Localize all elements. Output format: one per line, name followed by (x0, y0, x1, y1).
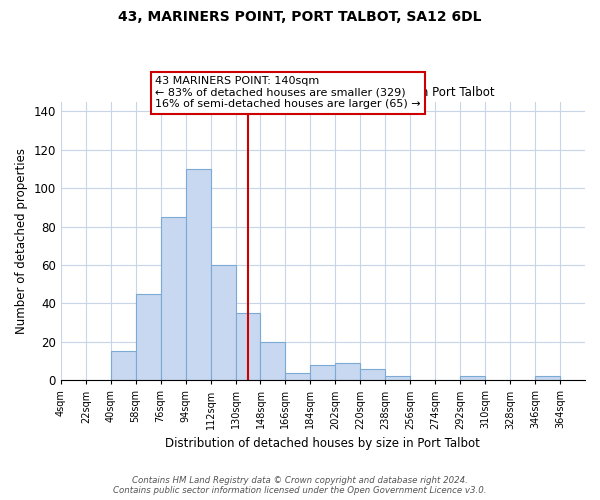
Bar (236, 313, 260, 380)
Title: Size of property relative to detached houses in Port Talbot: Size of property relative to detached ho… (151, 86, 495, 99)
Bar (361, 368, 385, 380)
Bar (260, 342, 286, 380)
Text: 43 MARINERS POINT: 140sqm
← 83% of detached houses are smaller (329)
16% of semi: 43 MARINERS POINT: 140sqm ← 83% of detac… (155, 76, 421, 110)
Bar (460, 376, 485, 380)
Bar (535, 376, 560, 380)
Y-axis label: Number of detached properties: Number of detached properties (15, 148, 28, 334)
Text: 43, MARINERS POINT, PORT TALBOT, SA12 6DL: 43, MARINERS POINT, PORT TALBOT, SA12 6D… (118, 10, 482, 24)
Bar (111, 352, 136, 380)
Bar (136, 294, 161, 380)
Text: Contains HM Land Registry data © Crown copyright and database right 2024.
Contai: Contains HM Land Registry data © Crown c… (113, 476, 487, 495)
Bar (310, 365, 335, 380)
Bar (211, 265, 236, 380)
Bar (185, 169, 211, 380)
Bar (335, 363, 361, 380)
Bar (385, 376, 410, 380)
Bar (286, 372, 310, 380)
X-axis label: Distribution of detached houses by size in Port Talbot: Distribution of detached houses by size … (166, 437, 481, 450)
Bar (161, 217, 185, 380)
